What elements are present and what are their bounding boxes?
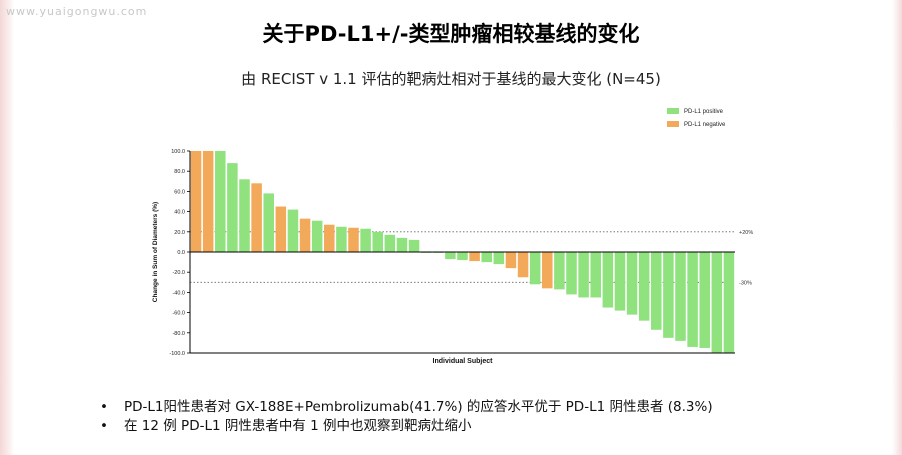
y-tick-label: -100.0 bbox=[169, 351, 185, 357]
slide-title: 关于PD-L1+/-类型肿瘤相较基线的变化 bbox=[262, 22, 640, 46]
y-axis-label: Change in Sum of Diameters (%) bbox=[152, 202, 159, 302]
chart-bar bbox=[239, 179, 250, 252]
right-edge-decoration bbox=[892, 0, 902, 455]
chart-bar bbox=[602, 252, 614, 308]
chart-bar bbox=[202, 151, 214, 252]
watermark: www.yuaigongwu.com bbox=[6, 5, 148, 18]
chart-bar bbox=[360, 228, 371, 252]
waterfall-chart: +20% -30% 100.0 80.0 60.0 40.0 20.0 0.0 -20.0 -40… bbox=[152, 108, 753, 365]
reference-line-label: +20% bbox=[739, 230, 753, 236]
chart-bar bbox=[638, 252, 650, 321]
chart-bar bbox=[578, 252, 589, 298]
left-edge-decoration bbox=[0, 0, 14, 455]
chart-bar bbox=[287, 209, 299, 252]
bullet-item: • PD-L1阳性患者对 GX-188E+Pembrolizumab(41.7%… bbox=[100, 398, 713, 417]
chart-bar bbox=[651, 252, 662, 330]
chart-bar bbox=[614, 252, 626, 311]
chart-bar bbox=[723, 252, 735, 353]
legend-swatch bbox=[667, 108, 679, 114]
chart-bar bbox=[626, 252, 638, 315]
legend-label: PD-L1 negative bbox=[684, 122, 726, 128]
bullet-list: • PD-L1阳性患者对 GX-188E+Pembrolizumab(41.7%… bbox=[100, 398, 713, 436]
chart-bar bbox=[445, 252, 456, 260]
x-axis-label: Individual Subject bbox=[433, 358, 494, 365]
chart-bar bbox=[481, 252, 492, 263]
y-tick-label: 20.0 bbox=[174, 230, 185, 236]
y-tick-label: -60.0 bbox=[172, 311, 185, 317]
y-tick-label: -40.0 bbox=[172, 290, 185, 296]
chart-bar bbox=[396, 237, 408, 252]
bullet-text: PD-L1阳性患者对 GX-188E+Pembrolizumab(41.7%) … bbox=[124, 399, 713, 415]
chart-bar bbox=[554, 252, 565, 290]
chart-subtitle: 由 RECIST v 1.1 评估的靶病灶相对于基线的最大变化 (N=45) bbox=[241, 70, 661, 88]
chart-bar bbox=[336, 226, 347, 252]
chart-bar bbox=[663, 252, 674, 338]
chart-bar bbox=[687, 252, 698, 347]
chart-bar bbox=[324, 224, 335, 252]
bullet-text: 在 12 例 PD-L1 阴性患者中有 1 例中也观察到靶病灶缩小 bbox=[124, 418, 472, 434]
chart-bar bbox=[469, 252, 480, 262]
chart-bar bbox=[384, 234, 396, 252]
y-tick-label: 60.0 bbox=[174, 189, 185, 195]
chart-bar bbox=[590, 252, 601, 298]
chart-bar bbox=[348, 227, 359, 252]
chart-bar bbox=[263, 193, 274, 252]
y-tick-label: -20.0 bbox=[172, 270, 185, 276]
chart-bar bbox=[517, 252, 529, 278]
chart-bar bbox=[408, 239, 420, 252]
chart-bar bbox=[675, 252, 686, 341]
chart-bar bbox=[542, 252, 553, 289]
reference-line-label: -30% bbox=[739, 280, 752, 286]
chart-bar bbox=[505, 252, 517, 269]
y-tick-label: 80.0 bbox=[174, 169, 185, 175]
legend-label: PD-L1 positive bbox=[684, 109, 724, 115]
chart-bar bbox=[529, 252, 541, 285]
bullet-item: • 在 12 例 PD-L1 阴性患者中有 1 例中也观察到靶病灶缩小 bbox=[100, 417, 713, 436]
bullet-dot-icon: • bbox=[100, 399, 108, 415]
chart-bar bbox=[457, 252, 468, 261]
y-tick-label: -80.0 bbox=[172, 331, 185, 337]
chart-bar bbox=[699, 252, 710, 348]
legend-swatch bbox=[667, 121, 679, 127]
bullet-dot-icon: • bbox=[100, 418, 108, 434]
chart-bar bbox=[372, 231, 383, 252]
chart-bar bbox=[311, 220, 323, 252]
chart-bar bbox=[299, 218, 311, 252]
chart-bar bbox=[227, 163, 238, 252]
chart-bar bbox=[493, 252, 505, 265]
chart-bar bbox=[275, 206, 287, 252]
chart-bar bbox=[190, 151, 202, 252]
chart-bar bbox=[711, 252, 723, 353]
chart-bar bbox=[251, 183, 262, 252]
chart-bar bbox=[215, 151, 226, 252]
y-tick-label: 40.0 bbox=[174, 210, 185, 216]
chart-bar bbox=[566, 252, 577, 295]
y-tick-label: 100.0 bbox=[171, 149, 185, 155]
y-tick-label: 0.0 bbox=[177, 250, 185, 256]
